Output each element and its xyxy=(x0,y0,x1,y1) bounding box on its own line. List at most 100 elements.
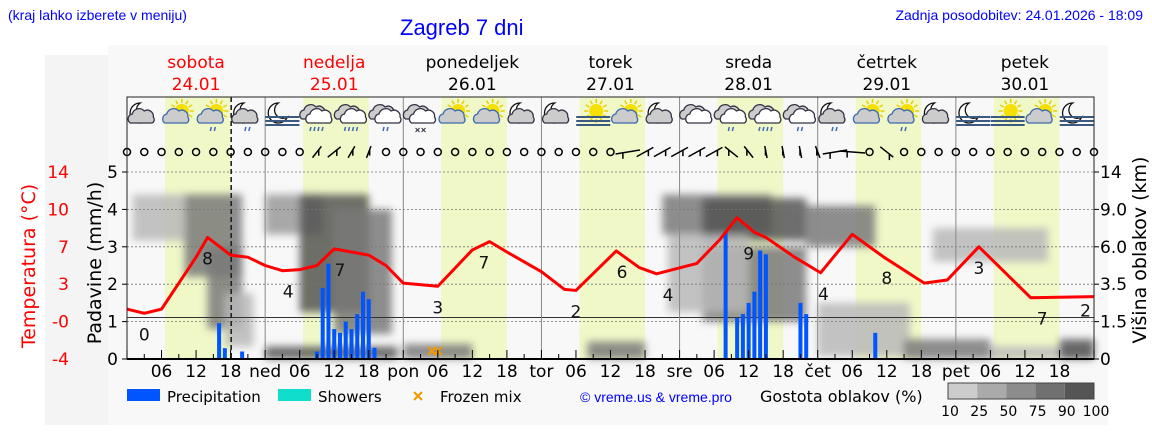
cloud-shape xyxy=(788,108,817,124)
precip-tick-label: 2 xyxy=(107,275,118,295)
precipitation-bar xyxy=(804,314,809,359)
x-tick-label-day: čet xyxy=(804,362,831,382)
calm-wind-icon xyxy=(1003,147,1012,157)
cloud-heavy-rain-icon xyxy=(748,104,782,132)
wind-barb-icon xyxy=(879,146,894,161)
x-tick-label: 12 xyxy=(462,362,484,382)
temp-tick-label: 3 xyxy=(58,275,69,295)
cloud-icon xyxy=(679,104,713,124)
cloud-shape xyxy=(196,108,224,124)
day-date: 26.01 xyxy=(448,75,497,95)
cloud-rain-icon xyxy=(782,104,817,132)
day-date: 25.01 xyxy=(310,75,359,95)
sun-cloud-icon xyxy=(1025,99,1058,124)
x-tick-label: 18 xyxy=(634,362,656,382)
cloud-density-colorbar-frame xyxy=(947,382,1095,400)
calm-wind-icon xyxy=(295,147,304,157)
precipitation-bar xyxy=(752,291,757,359)
calm-wind-icon xyxy=(468,147,477,157)
wind-barb-icon xyxy=(814,145,821,159)
x-tick-label-day: sre xyxy=(667,362,693,382)
calm-wind-icon xyxy=(571,147,581,157)
wind-barb-icon xyxy=(781,145,786,159)
last-updated: Zadnja posodobitev: 24.01.2026 - 18:09 xyxy=(895,7,1143,23)
cloud-shape xyxy=(374,108,402,124)
precipitation-bar xyxy=(337,332,342,359)
day-date: 24.01 xyxy=(172,75,221,95)
calm-wind-icon xyxy=(934,147,943,157)
wind-barb-icon xyxy=(615,149,641,159)
x-tick-label: 12 xyxy=(185,362,207,382)
x-tick-label: 06 xyxy=(565,362,587,382)
cloud-shape xyxy=(852,108,881,124)
cloud-shape xyxy=(645,108,673,124)
calm-wind-icon xyxy=(537,147,546,157)
precip-tick-label: 3 xyxy=(107,238,118,258)
day-name: petek xyxy=(1001,53,1049,73)
temperature-extreme-label: 3 xyxy=(973,259,984,279)
cloud-density-area xyxy=(817,302,910,357)
moon-cloud-icon xyxy=(645,102,673,124)
x-tick-label: 06 xyxy=(703,362,725,382)
calm-wind-icon xyxy=(209,147,218,157)
sun-cloud-icon xyxy=(611,99,643,124)
x-tick-label: 12 xyxy=(600,362,622,382)
cloud-density-swatch xyxy=(977,383,1007,399)
temperature-extreme-label: 7 xyxy=(478,254,489,274)
x-tick-label: 12 xyxy=(876,362,898,382)
precipitation-bar xyxy=(366,299,371,359)
x-tick-label: 12 xyxy=(738,362,760,382)
temperature-extreme-label: 7 xyxy=(335,261,346,281)
cloud-density-level: 90 xyxy=(1058,404,1076,420)
calm-wind-icon xyxy=(1020,147,1030,157)
temperature-extreme-label: 8 xyxy=(202,249,213,269)
wind-barb-icon xyxy=(743,145,754,159)
cloud-shape xyxy=(719,108,747,124)
x-tick-label: 06 xyxy=(841,362,863,382)
day-name: sreda xyxy=(725,53,772,73)
precipitation-bar xyxy=(740,314,745,359)
calm-wind-icon xyxy=(485,147,494,157)
cloud-density-area xyxy=(904,339,991,359)
sun-fog-icon xyxy=(576,99,611,126)
precipitation-bar xyxy=(217,323,222,359)
calm-wind-icon xyxy=(174,147,184,157)
daylight-band xyxy=(579,97,646,359)
moon-cloud-icon xyxy=(127,102,155,124)
temp-tick-label: 14 xyxy=(47,163,69,183)
precipitation-bar xyxy=(372,347,377,359)
temperature-extreme-label: 2 xyxy=(571,302,582,322)
sun-cloud-icon xyxy=(472,99,505,124)
cloud-density-area xyxy=(265,346,398,359)
x-tick-label: 06 xyxy=(980,362,1002,382)
copyright-link[interactable]: © vreme.us & vreme.pro xyxy=(580,389,732,405)
cloud-shape xyxy=(162,108,190,124)
calm-wind-icon xyxy=(399,147,408,157)
cloud-shape xyxy=(305,108,333,124)
precip-tick-label: 4 xyxy=(107,200,118,220)
cloud-density-swatch xyxy=(1064,383,1094,399)
x-tick-label-day: ned xyxy=(249,362,281,382)
precipitation-bar xyxy=(355,314,360,359)
day-name: torek xyxy=(589,53,633,73)
calm-wind-icon xyxy=(588,147,598,157)
sun-cloud-rain-icon xyxy=(196,99,229,132)
x-tick-label-day: pon xyxy=(387,362,419,382)
precip-tick-label: 0 xyxy=(107,350,118,370)
sun-cloud-rain-icon xyxy=(887,99,920,132)
cloud-shape xyxy=(887,108,915,124)
precip-axis-label: Padavine (mm/h) xyxy=(84,182,106,345)
cloud-density-area xyxy=(806,205,876,247)
x-tick-label: 18 xyxy=(1049,362,1071,382)
calm-wind-icon xyxy=(606,147,615,157)
day-name: četrtek xyxy=(857,53,918,73)
cloud-density-area xyxy=(587,341,646,359)
precipitation-bar xyxy=(873,332,878,359)
day-name: sobota xyxy=(167,53,225,73)
cloud-density-level: 50 xyxy=(999,404,1017,420)
moon-cloud-icon xyxy=(507,102,535,124)
cloud-rain-icon xyxy=(713,104,747,132)
calm-wind-icon xyxy=(157,147,166,157)
cloud-height-tick-label: 6.0 xyxy=(1100,238,1127,258)
moon-fog-icon xyxy=(265,102,300,126)
